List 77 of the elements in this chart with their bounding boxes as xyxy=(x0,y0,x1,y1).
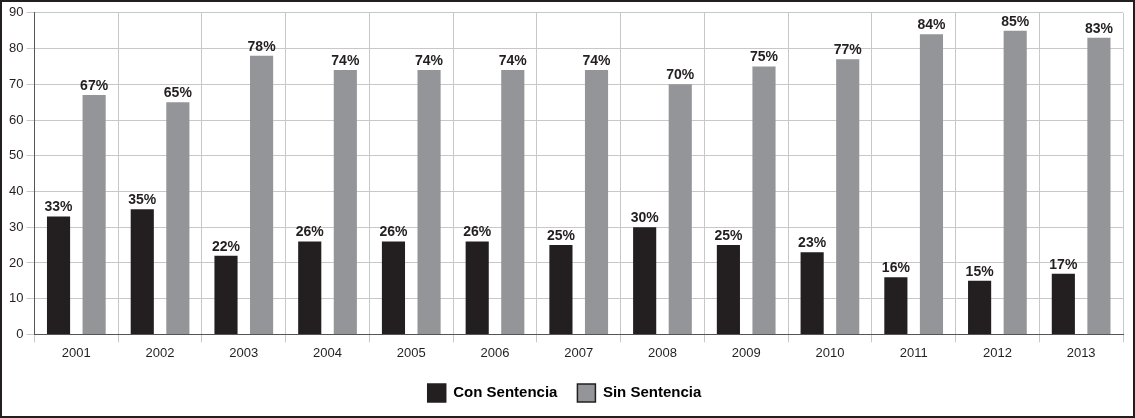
data-label: 85% xyxy=(1001,12,1030,29)
bar xyxy=(166,102,190,334)
x-tick-label: 2001 xyxy=(61,344,91,360)
y-tick-label: 20 xyxy=(8,254,24,270)
y-tick-label: 40 xyxy=(8,183,24,199)
y-tick-label: 10 xyxy=(8,290,24,306)
data-label: 22% xyxy=(211,237,241,254)
bar xyxy=(465,241,489,334)
bar xyxy=(1087,37,1111,334)
data-label: 70% xyxy=(666,66,695,83)
x-tick-label: 2006 xyxy=(480,344,510,360)
bar xyxy=(250,55,274,334)
data-label: 15% xyxy=(965,262,995,279)
bar xyxy=(884,277,908,334)
data-label: 84% xyxy=(917,16,947,33)
data-label: 75% xyxy=(749,48,779,65)
x-tick-label: 2009 xyxy=(731,344,761,360)
x-tick-label: 2012 xyxy=(982,344,1012,360)
bar xyxy=(584,69,609,334)
x-tick-label: 2013 xyxy=(1066,344,1096,360)
bar xyxy=(46,216,71,334)
x-tick-label: 2004 xyxy=(313,344,342,360)
bar xyxy=(836,59,860,334)
bar xyxy=(333,69,357,334)
y-tick-label: 50 xyxy=(8,147,24,163)
data-label: 26% xyxy=(295,223,325,240)
bar xyxy=(968,280,992,334)
bar xyxy=(549,245,573,334)
data-label: 77% xyxy=(833,41,863,58)
data-label: 26% xyxy=(379,223,409,240)
bar xyxy=(82,94,106,334)
data-label: 30% xyxy=(630,209,660,226)
data-label: 23% xyxy=(798,234,827,251)
legend-label: Sin Sentencia xyxy=(602,383,702,401)
bar xyxy=(752,66,776,334)
bar xyxy=(668,84,692,334)
data-label: 17% xyxy=(1049,255,1078,272)
x-tick-label: 2010 xyxy=(815,344,845,360)
data-label: 74% xyxy=(582,51,612,68)
data-label: 78% xyxy=(247,37,277,54)
bar xyxy=(214,255,238,334)
bar xyxy=(381,241,406,334)
bar xyxy=(130,209,154,334)
bar xyxy=(417,69,441,334)
data-label: 74% xyxy=(331,51,360,68)
data-label: 25% xyxy=(546,226,576,243)
x-tick-label: 2008 xyxy=(648,344,677,360)
x-tick-label: 2002 xyxy=(145,344,175,360)
data-label: 67% xyxy=(80,76,109,93)
y-tick-label: 90 xyxy=(8,4,24,20)
y-tick-label: 0 xyxy=(16,325,24,341)
bar xyxy=(298,241,322,334)
y-tick-label: 70 xyxy=(8,75,24,91)
x-tick-label: 2007 xyxy=(564,344,594,360)
data-label: 83% xyxy=(1084,19,1114,36)
data-label: 26% xyxy=(463,223,492,240)
data-label: 33% xyxy=(44,198,74,215)
x-tick-label: 2011 xyxy=(899,344,928,360)
data-label: 35% xyxy=(128,191,157,208)
x-tick-label: 2003 xyxy=(229,344,259,360)
bar xyxy=(633,227,657,334)
data-label: 74% xyxy=(498,51,528,68)
data-label: 16% xyxy=(881,259,911,276)
bar xyxy=(800,252,824,334)
x-tick-label: 2005 xyxy=(396,344,426,360)
bar xyxy=(501,69,525,334)
data-label: 25% xyxy=(714,226,743,243)
bar xyxy=(716,245,740,334)
y-tick-label: 60 xyxy=(8,111,24,127)
y-tick-label: 30 xyxy=(8,218,24,234)
bar xyxy=(1051,273,1075,334)
legend-label: Con Sentencia xyxy=(453,383,559,401)
bar xyxy=(919,34,944,334)
data-label: 65% xyxy=(163,83,193,100)
y-tick-label: 80 xyxy=(8,40,24,56)
data-label: 74% xyxy=(415,51,444,68)
bar xyxy=(1003,30,1027,334)
